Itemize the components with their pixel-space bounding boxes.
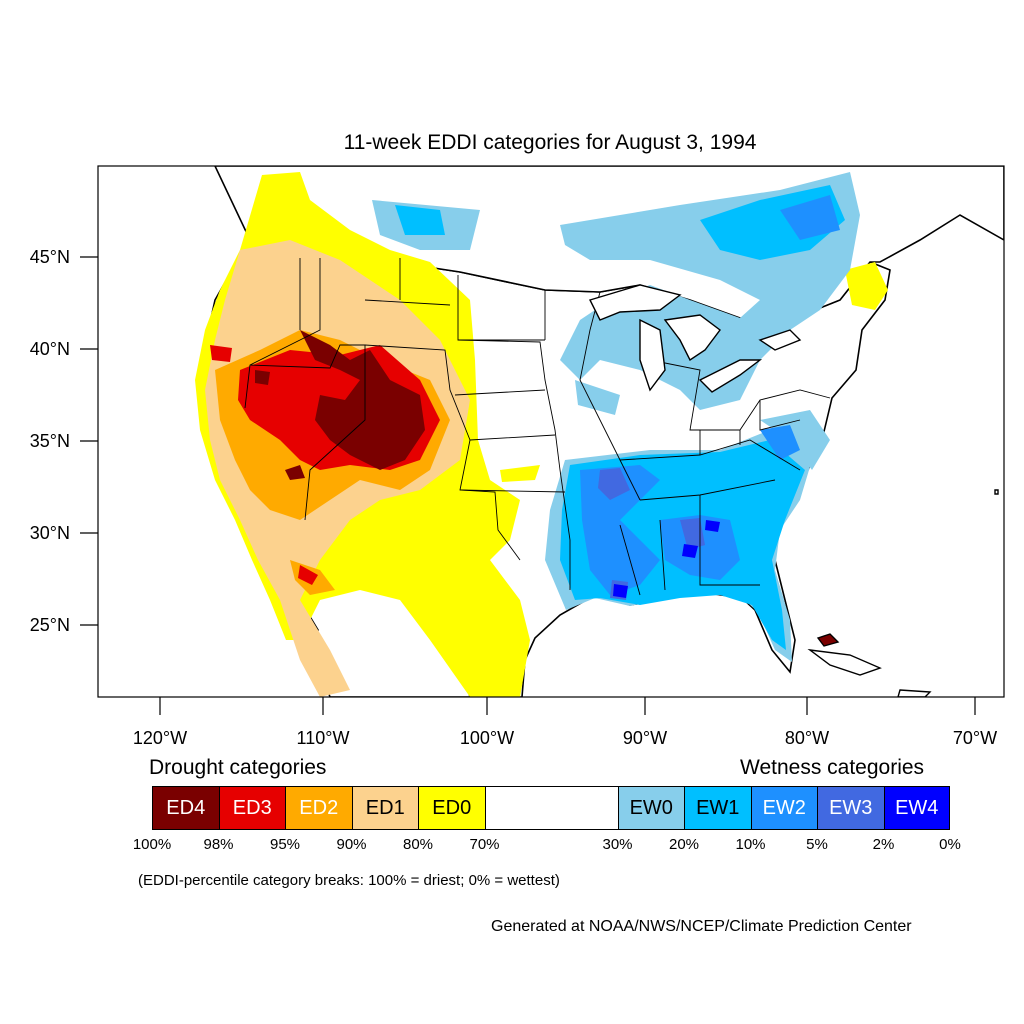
great-lakes [589, 284, 802, 393]
legend-box-ew1: EW1 [684, 786, 751, 830]
legend-break-label: 30% [602, 836, 633, 853]
legend-break-label: 2% [872, 836, 895, 853]
map-frame [97, 165, 1005, 698]
lon-label-70: 70°W [953, 728, 997, 748]
lon-label-110: 110°W [297, 728, 350, 748]
category-breaks-note: (EDDI-percentile category breaks: 100% =… [138, 872, 560, 889]
lat-label-40: 40°N [30, 339, 70, 359]
legend-box-ed2: ED2 [285, 786, 352, 830]
lon-label-90: 90°W [623, 728, 667, 748]
legend-box-ew0: EW0 [617, 786, 684, 830]
wetness-categories-title: Wetness categories [740, 756, 925, 779]
state-borders [244, 258, 831, 596]
legend-break-label: 70% [469, 836, 500, 853]
lon-label-100: 100°W [460, 728, 514, 748]
map-title: 11-week EDDI categories for August 3, 19… [343, 131, 757, 154]
map-area [195, 166, 1004, 697]
longitude-axis [159, 697, 976, 715]
drought-region [195, 172, 888, 697]
legend-break-label: 90% [336, 836, 367, 853]
lon-label-120: 120°W [133, 728, 187, 748]
legend-break-label: 5% [806, 836, 828, 853]
lat-label-30: 30°N [30, 523, 70, 543]
legend-break-label: 10% [735, 836, 766, 853]
legend-box-neutral [484, 786, 618, 830]
latitude-axis [80, 256, 98, 626]
credit-line: Generated at NOAA/NWS/NCEP/Climate Predi… [491, 918, 912, 935]
wetness-region [372, 172, 860, 662]
legend-box-ed0: ED0 [418, 786, 485, 830]
legend-break-label: 98% [203, 836, 234, 853]
legend-break-label: 20% [668, 836, 700, 853]
lat-label-25: 25°N [30, 615, 70, 635]
legend-box-ew4: EW4 [883, 786, 950, 830]
legend-box-ew3: EW3 [817, 786, 884, 830]
legend-break-label: 80% [402, 836, 434, 853]
legend-break-label: 0% [939, 836, 961, 853]
legend-break-label: 100% [132, 836, 172, 853]
legend-box-ed4: ED4 [152, 786, 219, 830]
legend-box-ew2: EW2 [750, 786, 817, 830]
legend-box-ed1: ED1 [351, 786, 418, 830]
drought-categories-title: Drought categories [149, 756, 327, 779]
caribbean-islands [807, 489, 999, 697]
lat-label-45: 45°N [30, 247, 70, 267]
legend-break-label: 95% [269, 836, 301, 853]
legend-box-ed3: ED3 [218, 786, 285, 830]
lat-label-35: 35°N [30, 431, 70, 451]
lon-label-80: 80°W [785, 728, 829, 748]
